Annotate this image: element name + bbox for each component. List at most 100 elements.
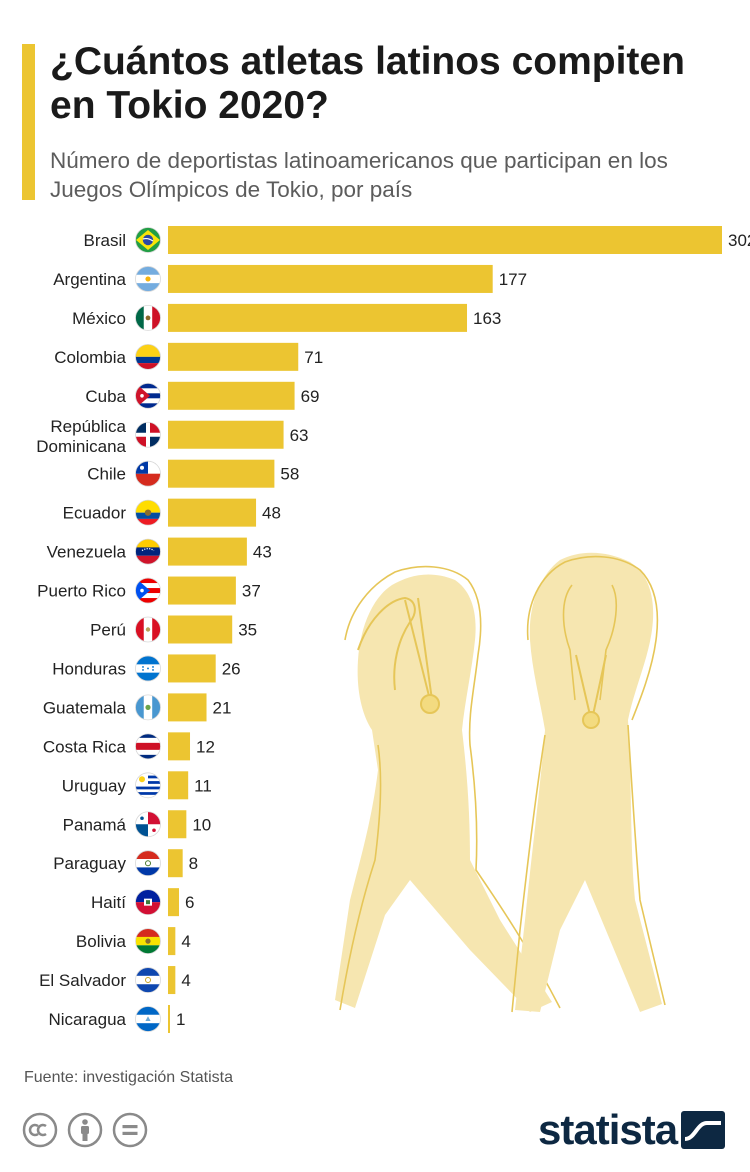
bar-chart: Brasil 302 Argentina 177 México 163 Colombia71…: [36, 226, 750, 1033]
bar-row: Ecuador 48: [63, 498, 281, 527]
flag-panama-icon: [135, 811, 161, 838]
bar: [168, 459, 275, 488]
bar: [168, 771, 189, 800]
bar: [168, 420, 284, 449]
bar: [168, 576, 236, 605]
category-label: Brasil: [83, 231, 126, 250]
flag-el-salvador-icon: [135, 967, 161, 993]
bar-row: Colombia 71: [54, 342, 323, 371]
flag-argentina-icon: [135, 266, 161, 292]
cc-icon[interactable]: [22, 1112, 58, 1148]
bar: [168, 303, 468, 332]
license-icons: [22, 1112, 148, 1148]
category-label: Uruguay: [62, 776, 127, 795]
category-label: Cuba: [85, 387, 126, 406]
category-label: Panamá: [63, 815, 127, 834]
category-label: Perú: [90, 621, 126, 640]
flag-honduras-icon: [135, 655, 161, 682]
value-label: 4: [181, 932, 190, 951]
flag-nicaragua-icon: [135, 1006, 161, 1032]
bar-row: Panamá 10: [63, 810, 211, 839]
flag-venezuela-icon: [135, 538, 161, 565]
bar-row: Puerto Rico 37: [37, 576, 261, 605]
bar: [168, 693, 207, 722]
value-label: 163: [473, 309, 501, 328]
value-label: 43: [253, 543, 272, 562]
category-label: Haití: [91, 893, 126, 912]
athletes-silhouette-icon: [335, 552, 666, 1013]
bar-row: Venezuela 43: [47, 537, 272, 566]
bar-row: Bolivia 4: [76, 927, 191, 956]
category-label: Argentina: [53, 270, 126, 289]
bar: [168, 615, 233, 644]
bar: [168, 381, 295, 410]
flag-haiti-icon: [135, 889, 161, 916]
bar: [168, 966, 176, 995]
brand-name: statista: [538, 1106, 678, 1153]
bar-row: Brasil 302: [83, 226, 750, 254]
bar-row: Uruguay 11: [62, 771, 212, 800]
bar: [168, 1005, 170, 1033]
bar-row: México 163: [72, 303, 501, 332]
bar: [168, 732, 191, 761]
chart-title: ¿Cuántos atletas latinos compiten en Tok…: [50, 40, 685, 127]
flag-mexico-icon: [135, 304, 161, 331]
bar-row: Haití 6: [91, 888, 194, 917]
value-label: 26: [222, 659, 241, 678]
category-label: Puerto Rico: [37, 582, 126, 601]
value-label: 177: [499, 270, 527, 289]
category-label: Guatemala: [43, 698, 127, 717]
category-label: Colombia: [54, 348, 126, 367]
flag-brazil-icon: [135, 227, 161, 253]
value-label: 69: [301, 387, 320, 406]
statista-logo[interactable]: statista: [538, 1106, 726, 1154]
category-label: El Salvador: [39, 971, 126, 990]
value-label: 37: [242, 582, 261, 601]
flag-costa-rica-icon: [135, 733, 161, 760]
bar-row: República Dominicana 63: [36, 417, 308, 456]
category-label: Bolivia: [76, 932, 127, 951]
bar-row: Costa Rica 12: [43, 732, 215, 761]
value-label: 11: [194, 776, 212, 795]
bar: [168, 654, 216, 683]
source-note: Fuente: investigación Statista: [24, 1069, 234, 1086]
value-label: 302: [728, 231, 750, 250]
bar-row: Paraguay 8: [53, 849, 198, 878]
bar: [168, 927, 176, 956]
category-label: Paraguay: [53, 854, 126, 873]
bar-row: Argentina 177: [53, 264, 527, 293]
flag-uruguay-icon: [135, 772, 161, 799]
value-label: 35: [238, 621, 257, 640]
category-label: República Dominicana: [36, 417, 126, 456]
flag-puerto-rico-icon: [135, 577, 161, 604]
attribution-icon[interactable]: [67, 1112, 103, 1148]
flag-bolivia-icon: [135, 928, 161, 954]
category-label: Ecuador: [63, 504, 127, 523]
bar: [168, 810, 187, 839]
statista-mark-icon: [681, 1111, 726, 1149]
flag-chile-icon: [135, 460, 161, 487]
bar: [168, 849, 183, 878]
no-derivatives-icon[interactable]: [112, 1112, 148, 1148]
category-label: Honduras: [52, 659, 126, 678]
category-label: México: [72, 309, 126, 328]
flag-ecuador-icon: [135, 499, 161, 526]
accent-bar: [22, 44, 35, 200]
bar: [168, 226, 722, 254]
bar: [168, 537, 247, 566]
bar: [168, 888, 180, 917]
flag-guatemala-icon: [135, 694, 161, 721]
value-label: 21: [213, 698, 232, 717]
bar-row: Guatemala 21: [43, 693, 232, 722]
value-label: 48: [262, 504, 281, 523]
bar-row: El Salvador 4: [39, 966, 191, 995]
category-label: Nicaragua: [49, 1010, 127, 1029]
value-label: 6: [185, 893, 194, 912]
bar-row: Cuba 69: [85, 381, 320, 410]
category-label: Venezuela: [47, 543, 127, 562]
bar-row: Perú 35: [90, 615, 257, 644]
bar-row: Nicaragua 1: [49, 1005, 185, 1033]
bar: [168, 342, 299, 371]
value-label: 1: [176, 1010, 185, 1029]
category-label: Costa Rica: [43, 737, 127, 756]
